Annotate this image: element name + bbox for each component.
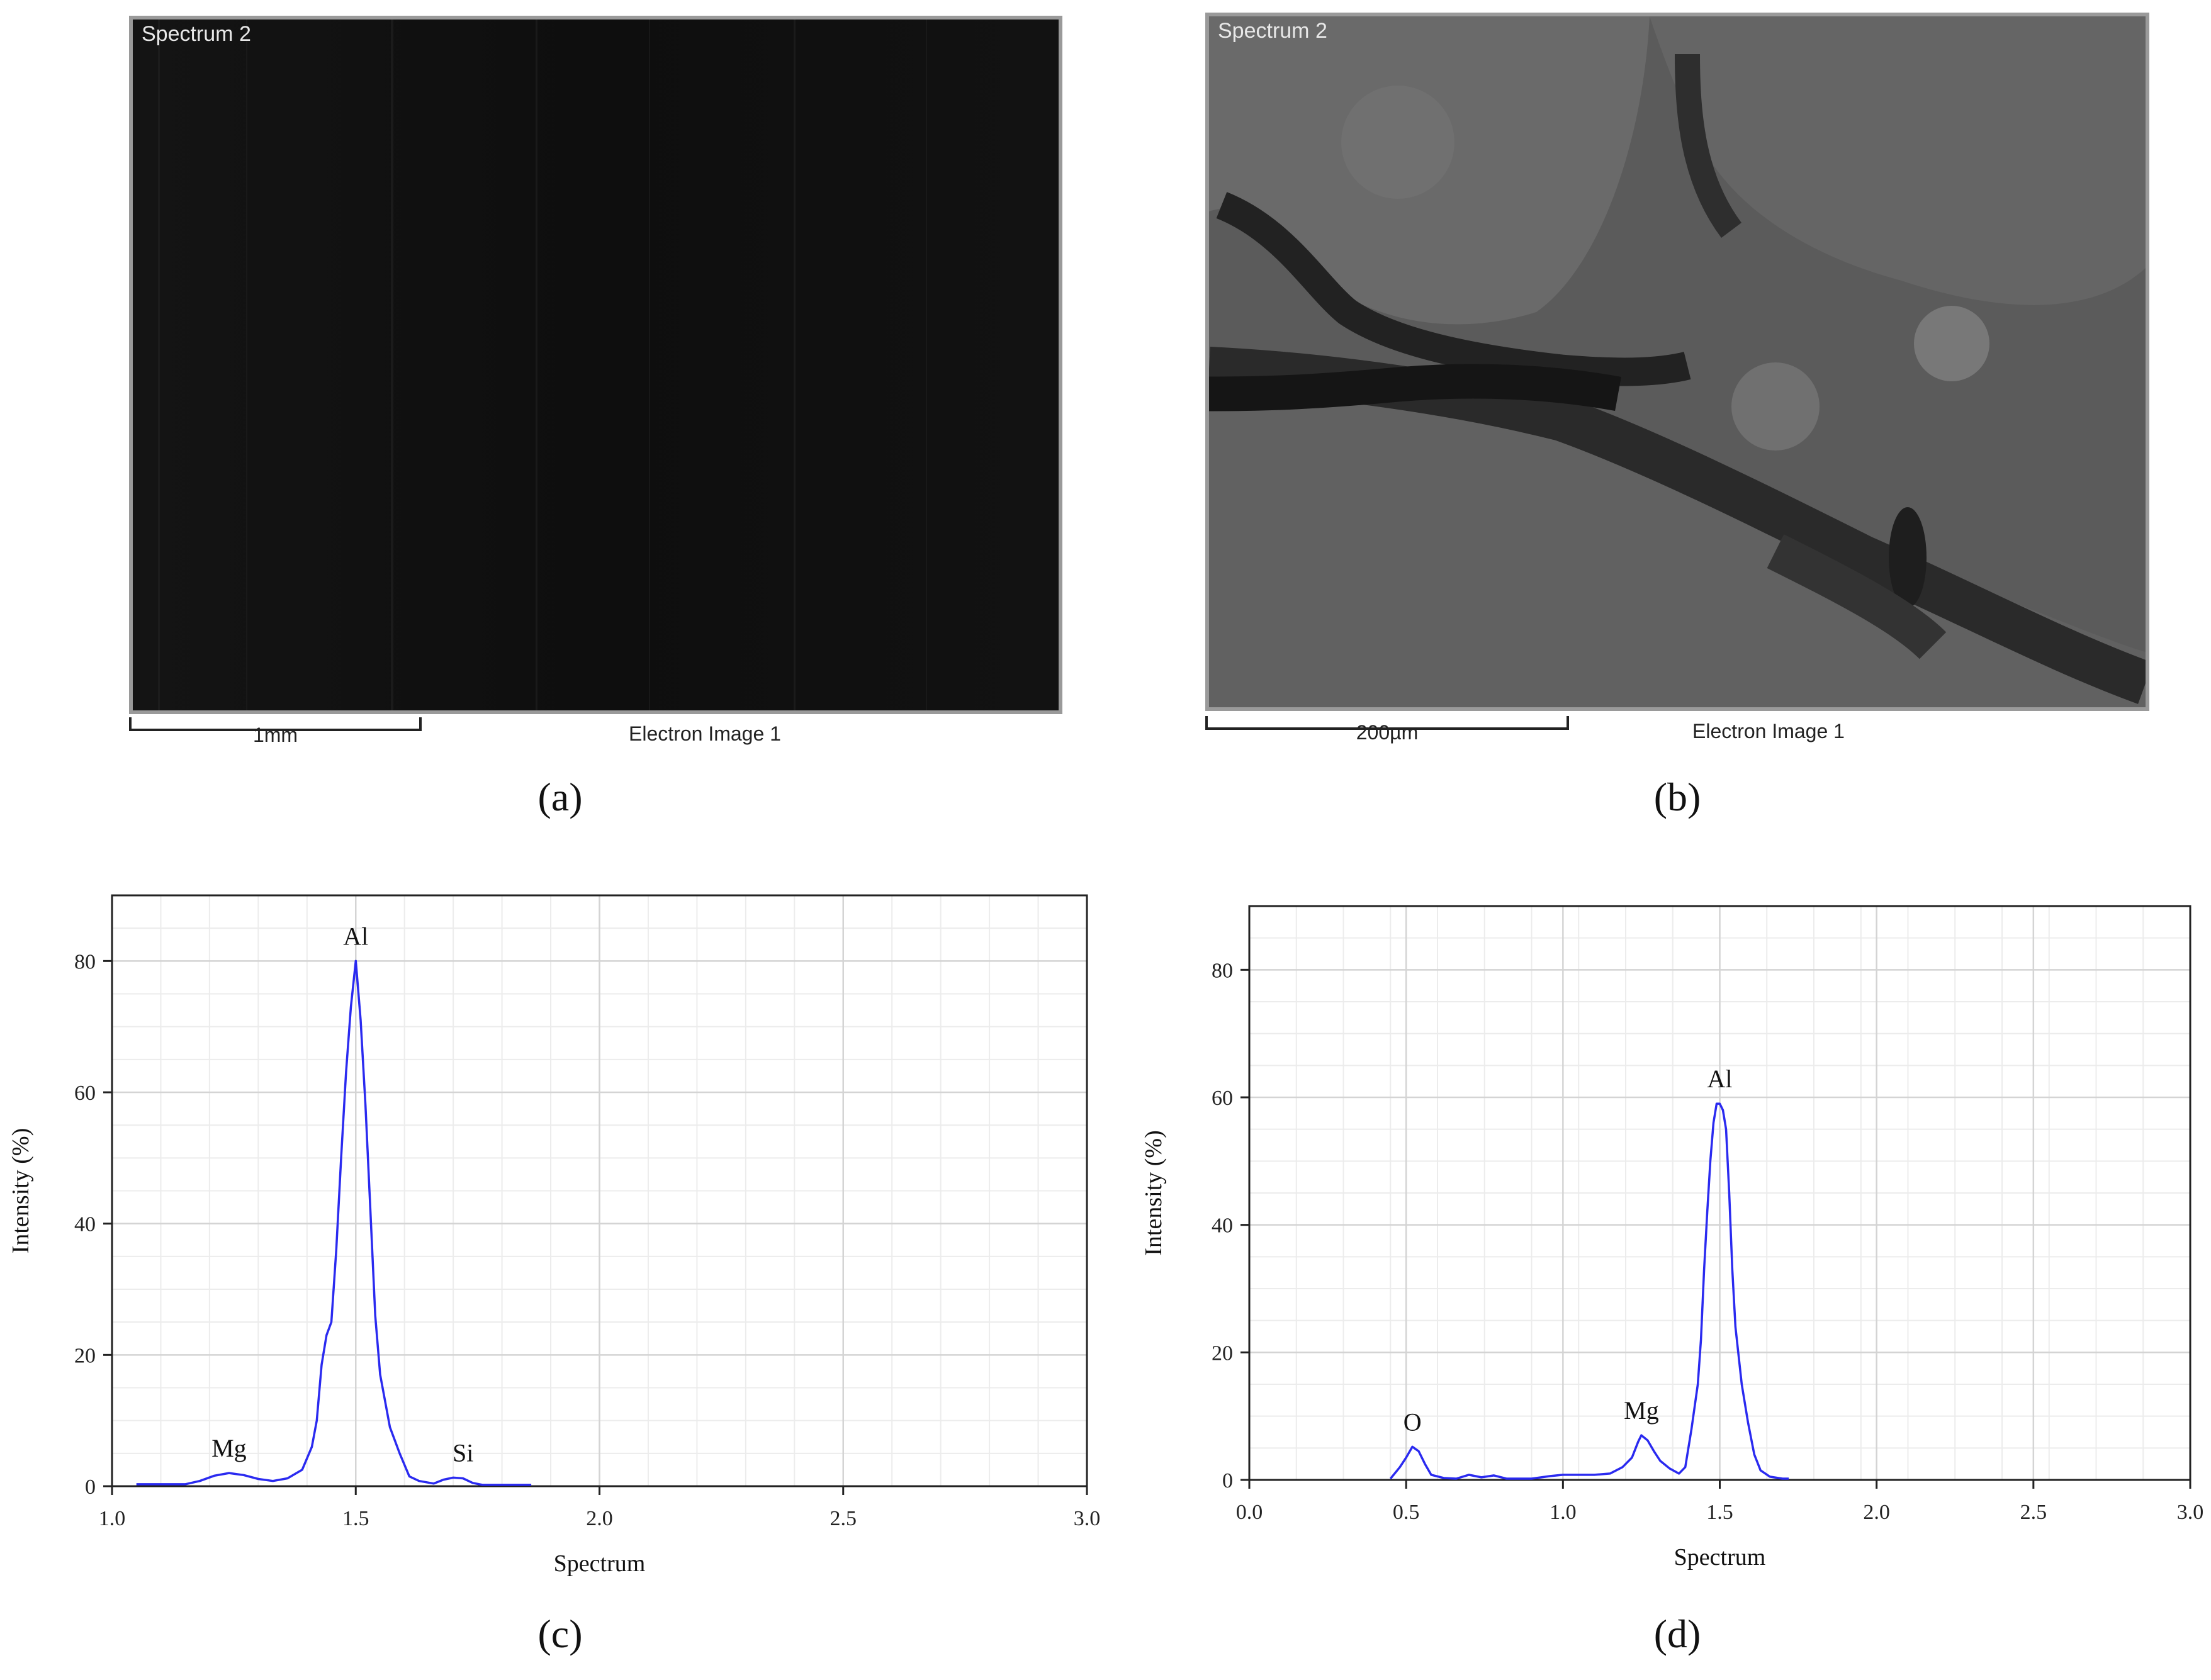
x-axis-label: Spectrum bbox=[1674, 1544, 1766, 1571]
caption-b: (b) bbox=[1653, 775, 1701, 819]
y-axis-label: Intensity (%) bbox=[1140, 1130, 1167, 1255]
caption-d: (d) bbox=[1653, 1611, 1701, 1656]
image-label-a: Spectrum 2 bbox=[142, 22, 251, 46]
sem-image-b-texture bbox=[1209, 16, 2146, 707]
y-tick-label: 40 bbox=[1212, 1214, 1233, 1238]
spectrum-line bbox=[1389, 1102, 1789, 1480]
caption-c: (c) bbox=[537, 1611, 583, 1656]
peak-label: O bbox=[1404, 1408, 1422, 1436]
y-tick-label: 0 bbox=[1222, 1469, 1233, 1492]
image-label-b: Spectrum 2 bbox=[1218, 19, 1327, 43]
x-tick-label: 2.0 bbox=[1863, 1501, 1890, 1524]
x-tick-label: 2.5 bbox=[830, 1507, 857, 1530]
spectrum-line bbox=[136, 960, 532, 1486]
eds-chart-c: 1.0 1.5 2.0 2.5 3.0 0 20 40 60 80 Al Mg Si Spectrum In… bbox=[8, 894, 1101, 1577]
x-tick-label: 3.0 bbox=[2177, 1501, 2204, 1524]
plot-frame bbox=[111, 894, 1088, 1487]
peak-label: Al bbox=[1707, 1065, 1733, 1093]
peak-label: Si bbox=[453, 1438, 473, 1467]
y-tick-label: 0 bbox=[85, 1476, 96, 1499]
y-tick-label: 60 bbox=[74, 1082, 96, 1105]
y-tick-label: 60 bbox=[1212, 1087, 1233, 1110]
y-tick-label: 20 bbox=[1212, 1341, 1233, 1365]
y-tick-label: 80 bbox=[74, 950, 96, 973]
eds-chart-d: 0.0 0.5 1.0 1.5 2.0 2.5 3.0 0 20 40 60 80 Al Mg O Spect… bbox=[1140, 905, 2204, 1571]
scale-text-b: 200µm bbox=[1356, 721, 1419, 744]
sem-image-a: Spectrum 2 bbox=[129, 16, 1062, 714]
y-axis-label: Intensity (%) bbox=[8, 1128, 34, 1253]
image-title-a: Electron Image 1 bbox=[629, 722, 781, 745]
x-tick-label: 2.0 bbox=[586, 1507, 613, 1530]
x-tick-label: 2.5 bbox=[2020, 1501, 2047, 1524]
peak-label: Al bbox=[343, 922, 368, 950]
plot-frame bbox=[1248, 905, 2191, 1481]
caption-a: (a) bbox=[537, 775, 583, 819]
y-tick-label: 40 bbox=[74, 1213, 96, 1236]
peak-label: Mg bbox=[211, 1434, 247, 1462]
peak-label: Mg bbox=[1624, 1396, 1659, 1425]
x-tick-label: 1.5 bbox=[1706, 1501, 1733, 1524]
x-tick-label: 1.0 bbox=[99, 1507, 126, 1530]
x-axis-label: Spectrum bbox=[554, 1550, 646, 1577]
scale-bar-a bbox=[129, 717, 422, 731]
y-tick-label: 80 bbox=[1212, 959, 1233, 982]
y-tick-label: 20 bbox=[74, 1344, 96, 1367]
x-tick-label: 1.5 bbox=[342, 1507, 369, 1530]
scale-bar-b bbox=[1205, 716, 1569, 730]
x-tick-label: 0.5 bbox=[1393, 1501, 1420, 1524]
image-title-b: Electron Image 1 bbox=[1692, 720, 1845, 742]
sem-image-a-texture bbox=[133, 20, 1059, 710]
x-tick-label: 0.0 bbox=[1236, 1501, 1263, 1524]
x-tick-label: 1.0 bbox=[1550, 1501, 1577, 1524]
sem-image-b: Spectrum 2 bbox=[1205, 13, 2149, 711]
scale-text-a: 1mm bbox=[252, 724, 298, 746]
x-tick-label: 3.0 bbox=[1074, 1507, 1101, 1530]
